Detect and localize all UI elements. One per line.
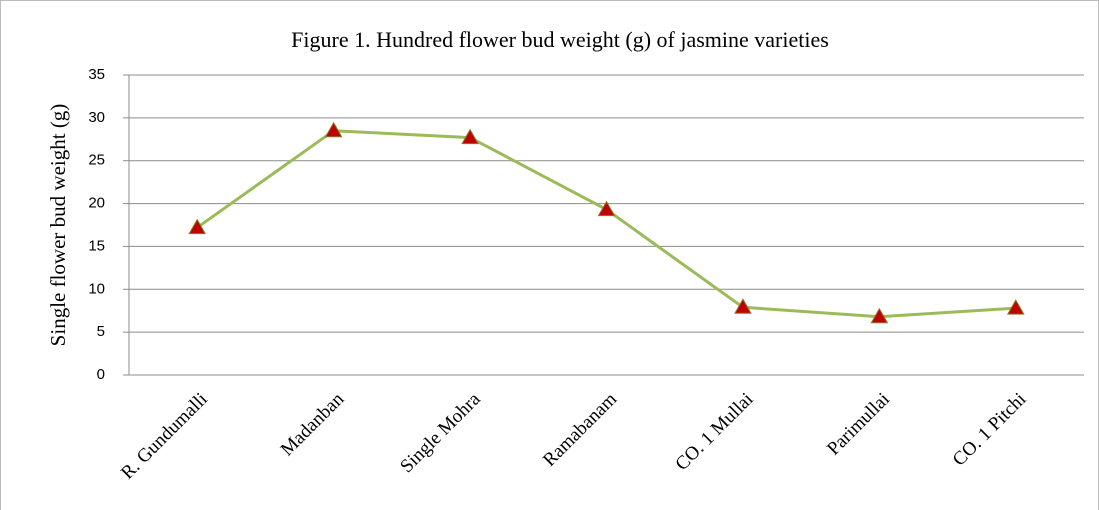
marker bbox=[870, 307, 889, 324]
y-tick-label: 20 bbox=[88, 195, 105, 212]
y-tick-label: 30 bbox=[88, 109, 105, 126]
marker bbox=[324, 121, 343, 138]
y-tick-label: 15 bbox=[88, 237, 105, 254]
y-tick-label: 0 bbox=[97, 366, 105, 383]
y-axis-label: Single flower bud weight (g) bbox=[46, 104, 70, 347]
marker bbox=[461, 128, 479, 145]
marker bbox=[188, 218, 207, 235]
marker bbox=[597, 200, 616, 217]
marker bbox=[1006, 299, 1025, 315]
chart-title: Figure 1. Hundred flower bud weight (g) … bbox=[291, 27, 829, 52]
y-tick-label: 35 bbox=[88, 66, 105, 83]
y-tick-label: 10 bbox=[88, 280, 105, 297]
y-tick-label: 25 bbox=[88, 152, 105, 169]
y-tick-label: 5 bbox=[97, 323, 105, 340]
marker bbox=[734, 298, 752, 314]
